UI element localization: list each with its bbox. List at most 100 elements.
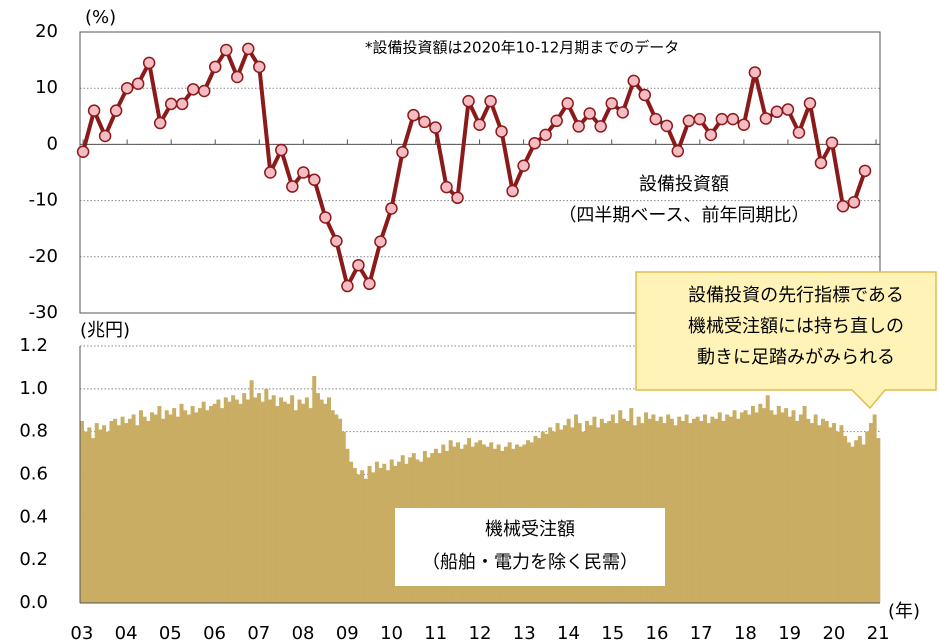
x-tick-label: 19: [778, 623, 801, 643]
bar: [725, 414, 730, 603]
marker: [197, 84, 211, 98]
bar: [728, 416, 733, 603]
bar: [341, 431, 346, 603]
marker: [715, 112, 729, 126]
marker: [242, 42, 255, 56]
x-tick-label: 07: [247, 623, 270, 643]
marker: [484, 94, 497, 108]
marker: [153, 116, 167, 130]
bar: [802, 405, 807, 603]
bar: [765, 395, 770, 603]
series-label: 設備投資額: [639, 174, 729, 195]
bar: [809, 423, 814, 603]
bar: [308, 408, 313, 603]
bar: [135, 425, 140, 603]
x-tick-label: 13: [513, 623, 536, 643]
bar: [249, 380, 254, 603]
x-tick-label: 14: [557, 623, 580, 643]
marker: [319, 211, 332, 224]
marker: [517, 159, 530, 173]
bar: [378, 468, 383, 603]
y-unit: (兆円): [80, 320, 130, 341]
bar: [795, 420, 800, 603]
marker: [142, 56, 156, 70]
bar: [94, 423, 99, 603]
bar: [739, 412, 744, 603]
bar: [861, 444, 866, 603]
marker: [275, 143, 288, 157]
bar: [762, 408, 767, 603]
bar: [268, 399, 273, 603]
bar: [212, 403, 217, 603]
series-line: [81, 46, 867, 289]
bar: [865, 431, 870, 603]
bar: [327, 397, 331, 603]
bar: [817, 425, 822, 603]
marker: [781, 103, 795, 116]
bar: [338, 418, 343, 603]
bar: [105, 431, 110, 603]
y-unit: (%): [85, 7, 116, 28]
bar: [821, 418, 826, 603]
marker: [759, 112, 773, 125]
marker: [186, 83, 200, 96]
x-tick-label: 10: [380, 623, 403, 643]
bar: [98, 429, 103, 603]
bar: [832, 423, 837, 603]
bar: [367, 465, 372, 603]
x-tick-label: 03: [70, 623, 93, 643]
bar: [209, 405, 214, 603]
marker: [87, 104, 101, 117]
bar: [868, 423, 873, 603]
marker: [649, 112, 663, 126]
marker: [803, 97, 817, 110]
marker: [660, 119, 674, 133]
bar: [382, 463, 387, 603]
bar: [669, 418, 674, 603]
marker: [682, 114, 696, 128]
marker: [825, 136, 839, 149]
marker: [550, 114, 563, 128]
marker: [814, 156, 828, 170]
marker: [704, 128, 718, 142]
bar: [710, 416, 715, 603]
x-tick-label: 18: [734, 623, 757, 643]
bar: [161, 418, 166, 603]
marker: [506, 184, 519, 198]
x-tick-label: 17: [690, 623, 713, 643]
bar: [197, 408, 202, 603]
callout-text: 機械受注額には持ち直しの: [688, 316, 904, 337]
bar: [304, 397, 309, 603]
marker: [638, 88, 652, 102]
marker: [572, 120, 585, 133]
bar: [798, 414, 803, 603]
marker: [109, 104, 123, 117]
bar: [124, 423, 129, 603]
marker: [770, 105, 784, 119]
marker: [462, 94, 475, 108]
bar: [220, 408, 225, 603]
marker: [528, 137, 541, 150]
marker: [352, 258, 365, 272]
bar: [699, 420, 704, 603]
bar: [315, 393, 320, 603]
marker: [330, 234, 343, 248]
label-box: [395, 508, 665, 586]
bar: [319, 399, 324, 603]
bar: [773, 414, 778, 603]
series-sublabel: （四半期ベース、前年同期比）: [558, 205, 809, 226]
callout-text: 動きに足踏みがみられる: [697, 347, 895, 368]
bar: [732, 410, 737, 603]
marker: [286, 180, 299, 193]
bar: [138, 410, 143, 603]
y-tick-label: 0.6: [19, 464, 48, 485]
marker: [693, 112, 707, 126]
bar: [876, 438, 881, 603]
x-tick-label: 16: [646, 623, 669, 643]
marker: [220, 43, 233, 57]
bar: [190, 405, 195, 603]
marker: [726, 112, 740, 126]
marker: [374, 235, 387, 248]
y-tick-label: 0: [47, 133, 58, 154]
bar: [150, 412, 155, 603]
